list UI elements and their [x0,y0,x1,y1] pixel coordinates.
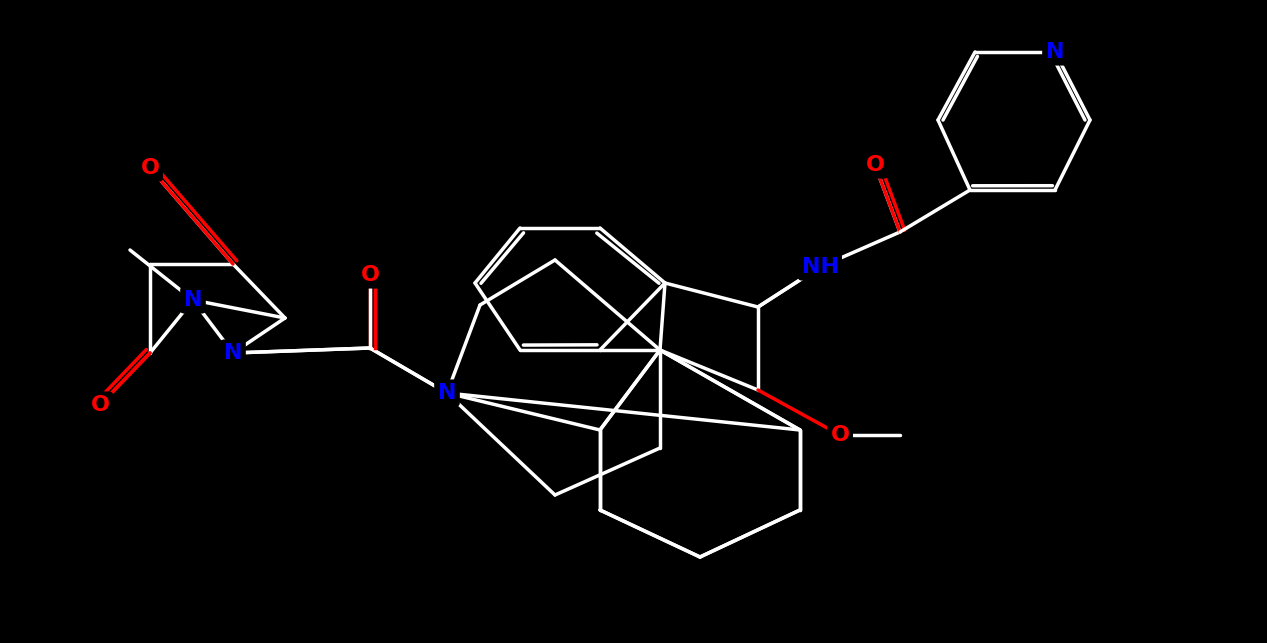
Text: O: O [865,155,884,175]
Text: O: O [141,158,160,178]
Text: O: O [361,265,380,285]
Text: O: O [865,155,884,175]
Text: N: N [224,343,242,363]
Text: O: O [830,425,849,445]
Text: N: N [184,290,203,310]
Text: N: N [1045,42,1064,62]
Text: O: O [90,395,109,415]
Text: NH: NH [802,257,839,277]
Text: N: N [438,383,456,403]
Text: N: N [438,383,456,403]
Text: O: O [361,265,380,285]
Text: O: O [141,158,160,178]
Text: N: N [224,343,242,363]
Text: N: N [1045,42,1064,62]
Text: N: N [184,290,203,310]
Text: O: O [90,395,109,415]
Text: O: O [830,425,849,445]
Text: NH: NH [802,257,839,277]
